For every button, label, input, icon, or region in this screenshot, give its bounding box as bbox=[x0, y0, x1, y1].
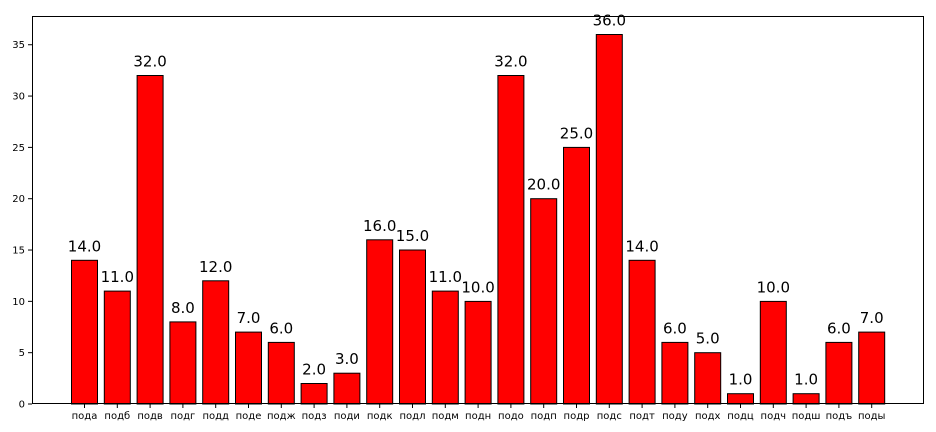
bar-подш bbox=[792, 393, 820, 405]
value-label: 14.0 bbox=[625, 237, 658, 255]
value-label: 32.0 bbox=[494, 53, 527, 71]
bar-подд bbox=[202, 280, 230, 405]
x-tick-label: поду bbox=[662, 411, 688, 422]
x-tick-label: подв bbox=[137, 411, 163, 422]
bar-подъ bbox=[825, 341, 853, 405]
value-label: 32.0 bbox=[133, 53, 166, 71]
bar-подо bbox=[497, 75, 525, 405]
bar-подт bbox=[628, 259, 656, 405]
value-label: 10.0 bbox=[461, 278, 494, 296]
x-tick-label: подд bbox=[202, 411, 229, 422]
y-tick-label: 10 bbox=[12, 297, 25, 308]
x-tick-label: подп bbox=[531, 411, 557, 422]
value-labels-layer: 14.011.032.08.012.07.06.02.03.016.015.01… bbox=[68, 12, 884, 389]
x-tick-label: подъ bbox=[826, 411, 853, 422]
bar-подм bbox=[431, 290, 459, 405]
value-label: 11.0 bbox=[101, 268, 134, 286]
bar-подк bbox=[366, 239, 394, 405]
value-label: 8.0 bbox=[171, 299, 195, 317]
bar-подх bbox=[694, 352, 722, 405]
value-label: 1.0 bbox=[794, 371, 818, 389]
value-label: 14.0 bbox=[68, 237, 101, 255]
x-tick-label: поде bbox=[236, 411, 262, 422]
x-tick-label: подм bbox=[432, 411, 459, 422]
value-label: 2.0 bbox=[302, 361, 326, 379]
value-label: 11.0 bbox=[429, 268, 462, 286]
y-axis: 0 5 10 15 20 25 30 35 bbox=[12, 40, 32, 411]
value-label: 7.0 bbox=[237, 309, 261, 327]
value-label: 12.0 bbox=[199, 258, 232, 276]
value-label: 7.0 bbox=[860, 309, 884, 327]
x-tick-label: подт bbox=[629, 411, 655, 422]
value-label: 20.0 bbox=[527, 176, 560, 194]
bar-подг bbox=[169, 321, 197, 405]
bar-подп bbox=[530, 198, 558, 405]
bar-подз bbox=[300, 383, 328, 405]
y-tick-label: 35 bbox=[12, 40, 25, 51]
bar-подб bbox=[103, 290, 131, 405]
bar-поду bbox=[661, 341, 689, 405]
x-tick-label: пода bbox=[72, 411, 98, 422]
value-label: 10.0 bbox=[757, 278, 790, 296]
bar-подч bbox=[759, 300, 787, 405]
bars-layer bbox=[71, 34, 886, 405]
plot-frame bbox=[32, 16, 924, 404]
bar-поди bbox=[333, 372, 361, 405]
value-label: 5.0 bbox=[696, 330, 720, 348]
bar-поды bbox=[858, 331, 886, 405]
y-tick-label: 0 bbox=[19, 400, 25, 411]
bar-подл bbox=[399, 249, 426, 405]
x-tick-label: подг bbox=[170, 411, 195, 422]
x-tick-label: подк bbox=[367, 411, 393, 422]
x-tick-label: подч bbox=[761, 411, 786, 422]
x-tick-label: подц bbox=[727, 411, 754, 422]
bar-пода bbox=[71, 259, 98, 405]
x-tick-label: подж bbox=[267, 411, 296, 422]
y-tick-label: 25 bbox=[12, 143, 25, 154]
bar-подц bbox=[727, 393, 754, 405]
x-axis: пода подб подв подг подд поде подж подз поди подк… bbox=[72, 404, 885, 422]
value-label: 15.0 bbox=[396, 227, 429, 245]
y-tick-label: 15 bbox=[12, 246, 25, 257]
x-tick-label: поды bbox=[858, 411, 885, 422]
x-tick-label: подо bbox=[498, 411, 524, 422]
value-label: 25.0 bbox=[560, 124, 593, 142]
y-tick-label: 5 bbox=[19, 348, 25, 359]
value-label: 3.0 bbox=[335, 350, 359, 368]
bar-подн bbox=[464, 300, 492, 405]
bar-подс bbox=[595, 34, 623, 405]
y-tick-label: 20 bbox=[12, 194, 25, 205]
x-tick-label: подс bbox=[597, 411, 622, 422]
value-label: 16.0 bbox=[363, 217, 396, 235]
x-tick-label: подл bbox=[400, 411, 426, 422]
bar-поде bbox=[235, 331, 262, 405]
x-tick-label: подш bbox=[792, 411, 821, 422]
x-tick-label: подх bbox=[695, 411, 721, 422]
value-label: 6.0 bbox=[827, 319, 851, 337]
x-tick-label: подз bbox=[302, 411, 327, 422]
x-tick-label: подн bbox=[465, 411, 491, 422]
value-label: 6.0 bbox=[269, 319, 293, 337]
x-tick-label: поди bbox=[334, 411, 360, 422]
y-tick-label: 30 bbox=[12, 92, 25, 103]
value-label: 1.0 bbox=[729, 371, 753, 389]
bar-подр bbox=[563, 146, 590, 405]
x-tick-label: подр bbox=[564, 411, 590, 422]
value-label: 6.0 bbox=[663, 319, 687, 337]
value-label: 36.0 bbox=[593, 12, 626, 30]
x-tick-label: подб bbox=[104, 411, 130, 422]
bar-подж bbox=[267, 341, 295, 405]
bar-подв bbox=[136, 75, 164, 405]
